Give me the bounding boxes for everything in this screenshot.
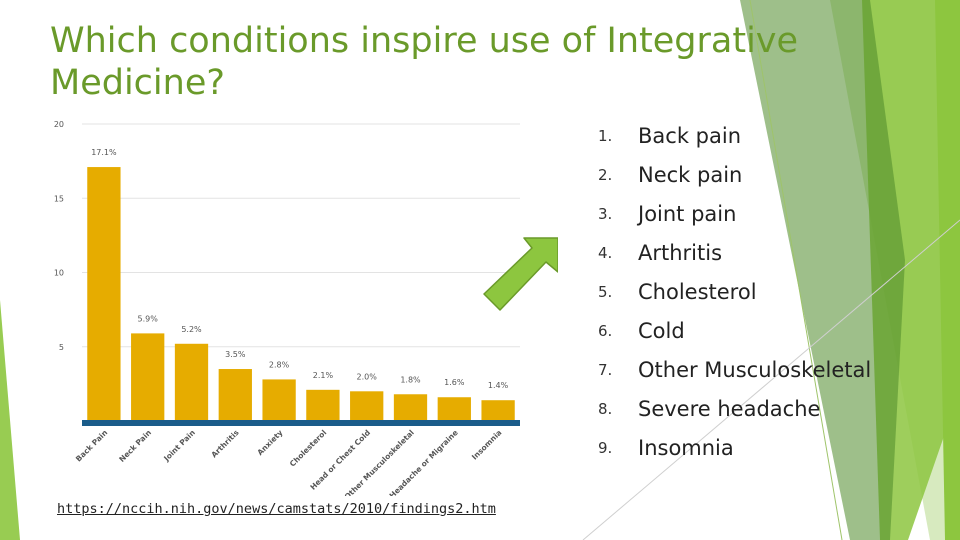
bar	[131, 333, 165, 421]
bar	[350, 391, 384, 421]
bar	[218, 369, 252, 421]
list-item-number: 3.	[598, 205, 613, 224]
x-tick-label: Back Pain	[74, 428, 109, 463]
x-tick-label: Joint Pain	[161, 428, 197, 464]
decor-line	[582, 219, 960, 540]
data-label: 2.0%	[357, 372, 378, 381]
y-tick-label: 10	[54, 269, 64, 278]
list-item-number: 4.	[598, 244, 613, 263]
x-tick-label: Arthritis	[209, 428, 241, 460]
bar	[306, 389, 340, 421]
list-item: 9. Insomnia	[598, 428, 871, 467]
bar	[393, 394, 428, 421]
x-tick-label: Anxiety	[255, 428, 284, 457]
list-item: 5. Cholesterol	[598, 273, 871, 312]
list-item-label: Back pain	[638, 124, 742, 149]
list-item: 7. Other Musculoskeletal	[598, 350, 871, 389]
bar-chart: 5 10 15 20 17.1% Back Pain 5.9% Neck Pain 5.2% Jo…	[54, 120, 520, 496]
decor-panel-dark	[740, 0, 905, 540]
data-label: 1.4%	[488, 381, 509, 390]
data-label: 17.1%	[91, 148, 117, 157]
bar	[481, 400, 515, 421]
list-item-label: Other Musculoskeletal	[638, 357, 872, 382]
bar	[87, 167, 121, 421]
data-label: 2.8%	[269, 360, 290, 369]
list-item: 1. Back pain	[598, 117, 871, 156]
data-label: 3.5%	[225, 350, 246, 359]
list-item-label: Cold	[638, 318, 685, 343]
bar	[174, 343, 209, 421]
x-tick-label: Insomnia	[470, 428, 504, 462]
bar	[262, 379, 296, 421]
x-tick-label: Neck Pain	[117, 428, 153, 464]
list-item-label: Neck pain	[638, 163, 743, 188]
list-item-number: 8.	[598, 399, 613, 418]
green-arrow-icon	[483, 237, 558, 311]
bar	[437, 397, 471, 421]
list-item-number: 7.	[598, 360, 613, 379]
list-item-number: 1.	[598, 127, 613, 146]
y-tick-label: 5	[59, 343, 64, 352]
list-item-label: Severe headache	[638, 396, 821, 421]
y-tick-label: 15	[54, 194, 64, 203]
list-item-number: 6.	[598, 321, 613, 340]
list-item-number: 9.	[598, 438, 613, 457]
slide-title: Which conditions inspire use of Integrat…	[50, 20, 850, 104]
list-item: 6. Cold	[598, 311, 871, 350]
list-item-label: Insomnia	[638, 435, 734, 460]
decor-line	[749, 0, 843, 540]
data-label: 5.9%	[138, 314, 159, 323]
list-item: 8. Severe headache	[598, 389, 871, 428]
data-label: 1.6%	[444, 378, 465, 387]
title-line: Medicine?	[50, 63, 225, 103]
list-item-label: Joint pain	[638, 202, 737, 227]
source-link[interactable]: https://nccih.nih.gov/news/camstats/2010…	[57, 501, 496, 517]
list-item-label: Arthritis	[638, 241, 723, 266]
data-label: 5.2%	[181, 325, 202, 334]
decor-panel-left	[0, 300, 20, 540]
y-tick-label: 20	[54, 120, 64, 129]
list-item-number: 5.	[598, 283, 613, 301]
data-label: 1.8%	[400, 375, 421, 384]
x-tick-label: Cholesterol	[288, 428, 328, 468]
list-item-label: Cholesterol	[638, 280, 757, 304]
data-label: 2.1%	[313, 371, 334, 380]
list-item: 3. Joint pain	[598, 195, 871, 234]
list-item: 2. Neck pain	[598, 156, 871, 195]
x-axis	[82, 420, 520, 426]
title-line: Which conditions inspire use of Integrat…	[50, 21, 799, 61]
list-item: 4. Arthritis	[598, 234, 871, 273]
list-item-number: 2.	[598, 166, 613, 185]
condition-list: 1. Back pain 2. Neck pain 3. Joint pain 4. A…	[598, 117, 871, 467]
decor-panel-accent	[935, 0, 960, 540]
